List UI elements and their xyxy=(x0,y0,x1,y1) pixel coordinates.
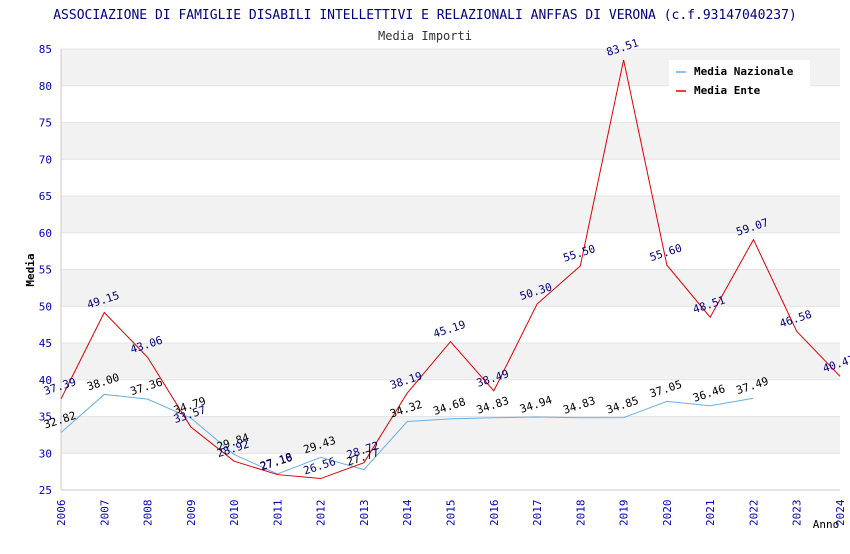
y-tick-label: 70 xyxy=(39,153,52,166)
legend: Media Nazionale Media Ente xyxy=(669,60,810,102)
y-axis-title: Media xyxy=(24,253,37,286)
x-tick-label: 2019 xyxy=(618,500,631,527)
x-tick-label: 2013 xyxy=(358,500,371,527)
data-label: 34.83 xyxy=(475,394,511,417)
x-tick-label: 2023 xyxy=(791,500,804,527)
x-tick-label: 2011 xyxy=(271,500,284,527)
data-label: 37.05 xyxy=(648,378,684,401)
data-label: 36.46 xyxy=(691,382,727,405)
x-tick-label: 2017 xyxy=(531,500,544,527)
series-lines xyxy=(60,59,841,480)
y-tick-label: 80 xyxy=(39,80,52,93)
data-label: 34.68 xyxy=(432,395,468,418)
chart-subtitle: Media Importi xyxy=(378,29,472,43)
y-tick-label: 40 xyxy=(39,374,52,387)
x-tick-label: 2012 xyxy=(315,500,328,527)
legend-label-media-ente: Media Ente xyxy=(694,84,761,97)
x-tick-labels: 2006 2007 2008 2009 2010 2011 2012 2013 2014 2015… xyxy=(55,499,847,526)
y-tick-label: 65 xyxy=(39,190,52,203)
x-tick-label: 2010 xyxy=(228,500,241,527)
x-tick-label: 2021 xyxy=(704,500,717,527)
data-label: 55.50 xyxy=(561,242,597,265)
series-line-media-nazionale xyxy=(60,393,754,475)
data-label: 34.94 xyxy=(518,393,554,416)
x-tick-label: 2015 xyxy=(445,500,458,527)
data-label: 46.58 xyxy=(778,308,814,331)
background-band xyxy=(61,343,840,380)
y-tick-label: 45 xyxy=(39,337,52,350)
legend-box xyxy=(669,60,810,102)
y-tick-label: 50 xyxy=(39,300,52,313)
y-tick-label: 30 xyxy=(39,447,52,460)
y-tick-label: 60 xyxy=(39,227,52,240)
y-tick-label: 85 xyxy=(39,43,52,56)
x-tick-label: 2022 xyxy=(747,500,760,527)
x-axis-title: Anno xyxy=(813,518,840,531)
x-tick-label: 2006 xyxy=(55,500,68,527)
x-tick-label: 2016 xyxy=(488,500,501,527)
data-label: 45.19 xyxy=(432,318,468,341)
x-tick-label: 2018 xyxy=(574,500,587,527)
y-tick-labels: 25 30 35 40 45 50 55 60 65 70 75 80 85 xyxy=(39,43,52,497)
x-tick-label: 2008 xyxy=(142,500,155,527)
x-tick-label: 2024 xyxy=(834,499,847,526)
background-band xyxy=(61,416,840,454)
background-band xyxy=(61,196,840,233)
series-line-media-ente xyxy=(60,59,841,480)
data-label: 34.83 xyxy=(561,394,597,417)
y-tick-label: 75 xyxy=(39,117,52,130)
legend-label-media-nazionale: Media Nazionale xyxy=(694,65,794,78)
y-tick-label: 35 xyxy=(39,411,52,424)
x-tick-label: 2007 xyxy=(98,500,111,527)
x-tick-label: 2009 xyxy=(185,500,198,527)
y-tick-label: 55 xyxy=(39,264,52,277)
background-band xyxy=(61,122,840,160)
chart-title: ASSOCIAZIONE DI FAMIGLIE DISABILI INTELL… xyxy=(53,8,797,23)
x-tick-label: 2014 xyxy=(401,499,414,526)
x-tick-label: 2020 xyxy=(661,500,674,527)
y-tick-label: 25 xyxy=(39,484,52,497)
background-band xyxy=(61,269,840,307)
